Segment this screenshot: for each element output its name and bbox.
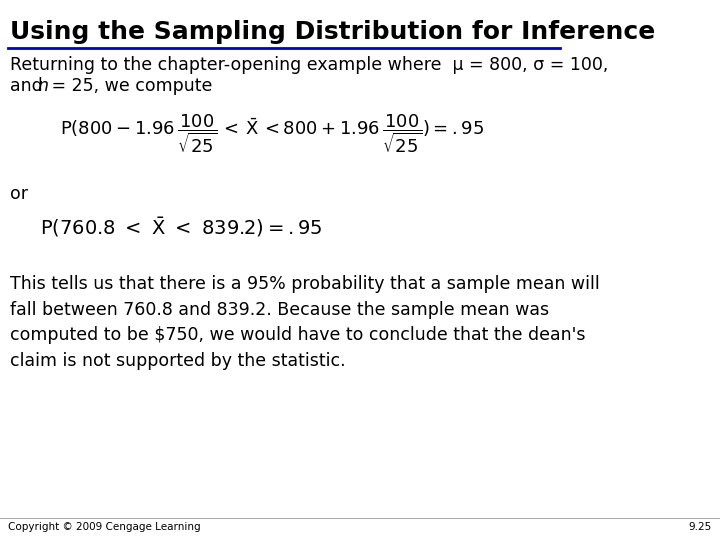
Text: Returning to the chapter-opening example where  μ = 800, σ = 100,: Returning to the chapter-opening example…	[10, 56, 608, 74]
Text: and: and	[10, 77, 48, 95]
Text: n: n	[37, 77, 48, 95]
Text: Using the Sampling Distribution for Inference: Using the Sampling Distribution for Infe…	[10, 20, 655, 44]
Text: Copyright © 2009 Cengage Learning: Copyright © 2009 Cengage Learning	[8, 522, 201, 532]
Text: $\mathsf{P(760.8\ <\ \bar{X}\ <\ 839.2) = .95}$: $\mathsf{P(760.8\ <\ \bar{X}\ <\ 839.2) …	[40, 215, 323, 239]
Text: or: or	[10, 185, 28, 203]
Text: $\mathsf{P(800}-\mathsf{1.96}\,\dfrac{\mathsf{100}}{\sqrt{\mathsf{25}}}\,\mathsf: $\mathsf{P(800}-\mathsf{1.96}\,\dfrac{\m…	[60, 112, 484, 155]
Text: 9.25: 9.25	[689, 522, 712, 532]
Text: = 25, we compute: = 25, we compute	[46, 77, 212, 95]
Text: This tells us that there is a 95% probability that a sample mean will
fall betwe: This tells us that there is a 95% probab…	[10, 275, 600, 370]
